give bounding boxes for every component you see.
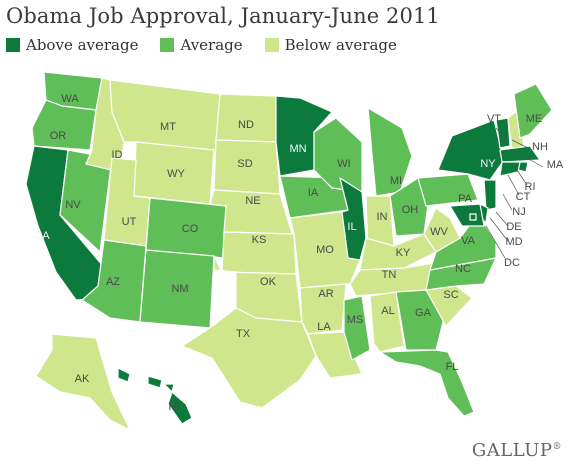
state-label-tx: TX <box>236 328 251 340</box>
state-oh <box>389 177 431 237</box>
state-ny <box>437 119 505 181</box>
state-label-sd: SD <box>237 158 252 170</box>
leader-lines <box>485 127 544 259</box>
state-label-ut: UT <box>122 216 137 228</box>
state-label-ky: KY <box>396 247 411 259</box>
state-ct <box>499 161 521 177</box>
state-label-va: VA <box>461 235 476 247</box>
legend-swatch-average <box>160 38 175 52</box>
legend: Above average Average Below average <box>6 36 419 54</box>
state-label-hi: HI <box>169 401 180 413</box>
state-dc <box>469 213 477 221</box>
state-ms <box>343 295 371 361</box>
state-label-ar: AR <box>318 288 333 300</box>
state-label-co: CO <box>182 223 199 235</box>
state-label-mi: MI <box>390 175 402 187</box>
state-label-id: ID <box>112 149 123 161</box>
state-al <box>369 291 405 353</box>
state-label-ms: MS <box>347 314 364 326</box>
state-label-nc: NC <box>455 263 471 275</box>
state-label-ia: IA <box>308 187 319 199</box>
state-ar <box>299 283 347 335</box>
legend-item-below: Below average <box>264 36 397 54</box>
state-nj <box>483 179 497 211</box>
state-label-wa: WA <box>61 93 79 105</box>
state-label-ca: CA <box>34 230 50 242</box>
state-label-il: IL <box>347 221 356 233</box>
state-wv <box>423 207 461 253</box>
state-label-pa: PA <box>458 193 473 205</box>
state-label-ks: KS <box>252 234 267 246</box>
legend-item-above: Above average <box>6 36 138 54</box>
state-label-nh: NH <box>532 141 548 153</box>
state-label-ct: CT <box>516 191 531 203</box>
state-label-oh: OH <box>402 204 419 216</box>
state-label-mn: MN <box>289 143 306 155</box>
state-label-ny: NY <box>480 158 496 170</box>
state-label-in: IN <box>377 211 388 223</box>
state-il <box>339 177 367 261</box>
state-label-nj: NJ <box>512 206 525 218</box>
legend-swatch-above <box>6 38 20 52</box>
state-ma <box>499 145 541 163</box>
state-label-vt: VT <box>487 113 501 125</box>
map-title: Obama Job Approval, January-June 2011 <box>6 4 440 28</box>
state-label-al: AL <box>381 305 394 317</box>
state-ak <box>35 333 131 431</box>
state-label-me: ME <box>526 113 543 125</box>
state-label-wy: WY <box>167 168 185 180</box>
state-label-wi: WI <box>337 158 350 170</box>
state-label-az: AZ <box>106 276 120 288</box>
state-label-fl: FL <box>446 361 459 373</box>
gallup-wordmark: GALLUP <box>471 440 553 461</box>
state-label-la: LA <box>317 321 331 333</box>
state-label-tn: TN <box>382 269 397 281</box>
state-nd <box>215 93 277 143</box>
state-hi <box>117 367 193 425</box>
state-label-ne: NE <box>245 195 260 207</box>
state-md <box>449 203 485 227</box>
state-label-ak: AK <box>75 373 90 385</box>
state-mt <box>109 79 221 153</box>
legend-label-above: Above average <box>26 36 139 54</box>
state-label-md: MD <box>505 236 522 248</box>
state-label-wv: WV <box>430 226 448 238</box>
state-or <box>31 99 97 151</box>
state-label-de: DE <box>506 221 521 233</box>
state-label-nm: NM <box>171 283 188 295</box>
state-pa <box>417 173 479 207</box>
state-fl <box>379 349 475 417</box>
state-me <box>513 83 553 139</box>
state-label-nv: NV <box>65 199 81 211</box>
state-label-sc: SC <box>443 289 458 301</box>
legend-swatch-below <box>264 38 279 52</box>
state-label-ok: OK <box>260 276 277 288</box>
state-label-mt: MT <box>160 121 176 133</box>
gallup-logo: GALLUP® <box>472 440 562 461</box>
state-shapes <box>25 71 553 431</box>
legend-label-below: Below average <box>284 36 397 54</box>
state-label-ri: RI <box>525 181 536 193</box>
state-label-dc: DC <box>504 257 520 269</box>
state-label-or: OR <box>50 130 67 142</box>
legend-item-average: Average <box>160 36 243 54</box>
state-labels: WA OR CA NV ID MT WY UT AZ CO NM ND SD NE KS OK TX MN IA MO… <box>34 93 564 413</box>
state-label-ga: GA <box>415 307 432 319</box>
legend-label-average: Average <box>180 36 243 54</box>
state-label-mo: MO <box>316 244 334 256</box>
state-ga <box>395 289 445 351</box>
state-label-ma: MA <box>547 159 564 171</box>
registered-mark: ® <box>552 442 562 452</box>
state-tx <box>181 307 317 409</box>
state-label-nd: ND <box>238 119 254 131</box>
